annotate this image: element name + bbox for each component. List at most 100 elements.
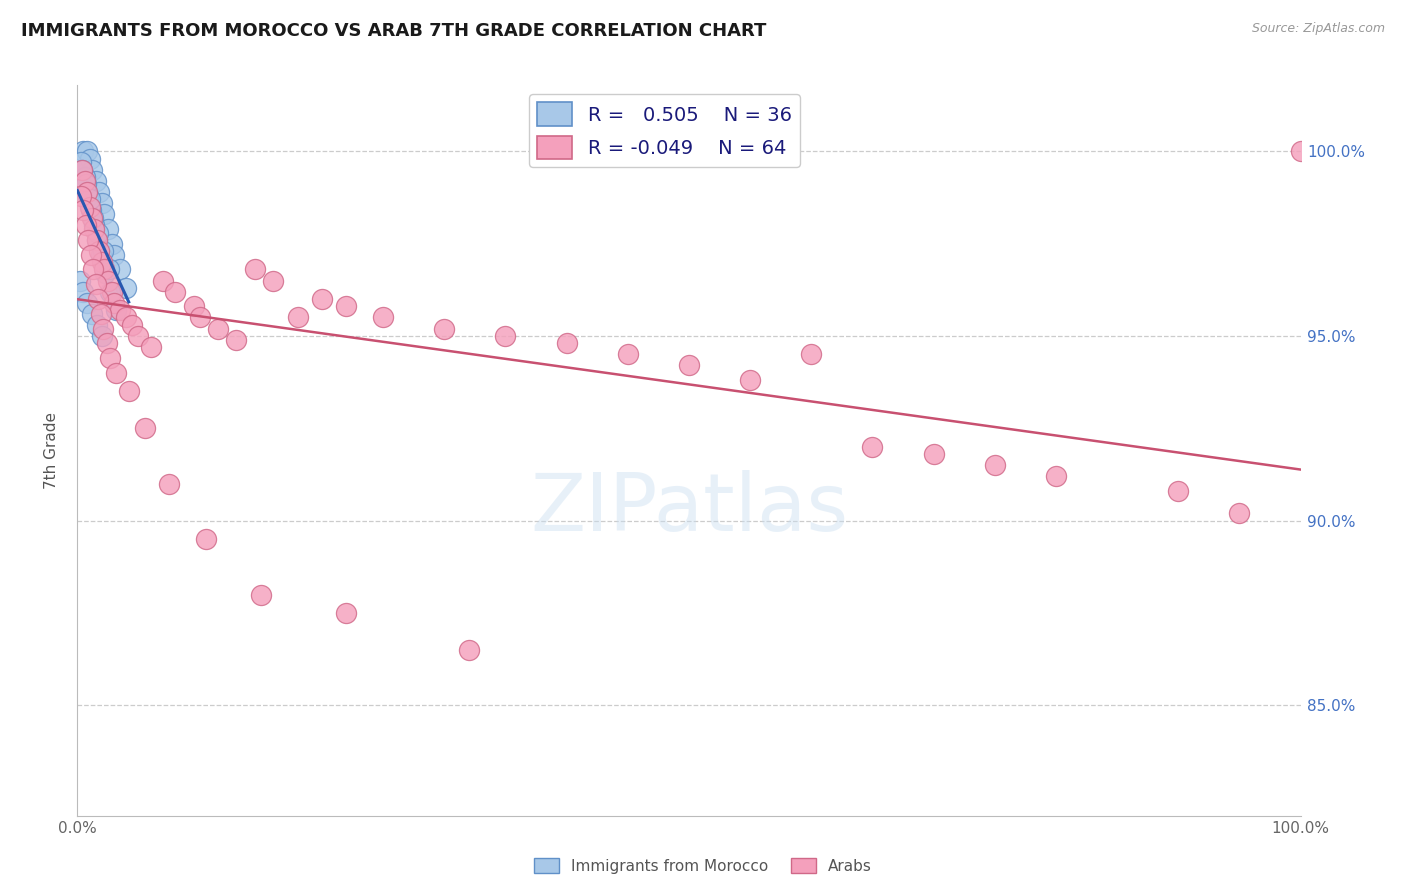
Point [83, 218, 105, 232]
Point [76, 145, 98, 159]
Point [69, 273, 91, 287]
Point [93, 207, 115, 221]
Point [433, 321, 456, 335]
Point [152, 273, 174, 287]
Point [311, 292, 333, 306]
Point [108, 303, 131, 318]
Point [617, 347, 640, 361]
Point [75, 218, 97, 232]
Point [90, 248, 112, 262]
Point [207, 321, 229, 335]
Point [98, 262, 121, 277]
Point [183, 299, 205, 313]
Point [93, 262, 115, 277]
Point [80, 211, 103, 225]
Point [75, 178, 97, 192]
Y-axis label: 7th Grade: 7th Grade [44, 412, 59, 489]
Point [72, 145, 94, 159]
Point [70, 155, 93, 169]
Point [90, 329, 112, 343]
Point [100, 285, 122, 299]
Point [90, 196, 112, 211]
Point [87, 226, 110, 240]
Point [89, 185, 111, 199]
Point [862, 440, 884, 454]
Point [115, 310, 138, 325]
Point [103, 295, 125, 310]
Point [90, 307, 112, 321]
Point [922, 447, 945, 461]
Point [105, 303, 128, 318]
Legend: R =   0.505    N = 36, R = -0.049    N = 64: R = 0.505 N = 36, R = -0.049 N = 64 [530, 95, 800, 167]
Point [91, 321, 114, 335]
Point [157, 476, 180, 491]
Point [98, 351, 121, 365]
Point [80, 203, 103, 218]
Point [76, 295, 98, 310]
Point [457, 643, 479, 657]
Point [103, 248, 125, 262]
Point [86, 233, 108, 247]
Point [79, 192, 101, 206]
Point [335, 299, 357, 313]
Point [1229, 506, 1251, 520]
Point [87, 292, 110, 306]
Text: Source: ZipAtlas.com: Source: ZipAtlas.com [1251, 22, 1385, 36]
Point [800, 347, 823, 361]
Point [194, 532, 217, 546]
Point [115, 281, 138, 295]
Point [72, 203, 94, 218]
Point [77, 188, 100, 202]
Point [118, 384, 141, 399]
Point [70, 188, 93, 202]
Point [1289, 145, 1312, 159]
Point [79, 152, 101, 166]
Point [80, 248, 103, 262]
Point [108, 262, 131, 277]
Point [100, 236, 122, 251]
Point [105, 366, 128, 380]
Point [495, 329, 517, 343]
Point [86, 318, 108, 332]
Point [82, 211, 104, 225]
Point [335, 606, 357, 620]
Point [1167, 484, 1189, 499]
Point [97, 222, 120, 236]
Point [82, 262, 104, 277]
Point [188, 310, 211, 325]
Point [121, 318, 143, 332]
Point [127, 329, 149, 343]
Point [70, 162, 93, 177]
Point [262, 273, 284, 287]
Point [134, 421, 156, 435]
Point [83, 222, 105, 236]
Point [84, 277, 107, 292]
Point [91, 244, 114, 258]
Point [76, 185, 98, 199]
Point [73, 170, 96, 185]
Point [97, 273, 120, 287]
Point [250, 588, 273, 602]
Point [80, 162, 103, 177]
Point [84, 174, 107, 188]
Point [555, 336, 578, 351]
Point [90, 255, 112, 269]
Point [1045, 469, 1067, 483]
Point [98, 285, 121, 299]
Legend: Immigrants from Morocco, Arabs: Immigrants from Morocco, Arabs [529, 852, 877, 880]
Point [94, 266, 117, 280]
Point [243, 262, 266, 277]
Point [96, 336, 118, 351]
Point [287, 310, 309, 325]
Point [371, 310, 394, 325]
Point [79, 200, 101, 214]
Point [139, 340, 162, 354]
Text: ZIPatlas: ZIPatlas [530, 470, 848, 548]
Point [740, 373, 762, 387]
Point [984, 458, 1007, 473]
Point [225, 333, 247, 347]
Point [73, 174, 96, 188]
Point [70, 162, 93, 177]
Text: IMMIGRANTS FROM MOROCCO VS ARAB 7TH GRADE CORRELATION CHART: IMMIGRANTS FROM MOROCCO VS ARAB 7TH GRAD… [21, 22, 766, 40]
Point [678, 359, 700, 373]
